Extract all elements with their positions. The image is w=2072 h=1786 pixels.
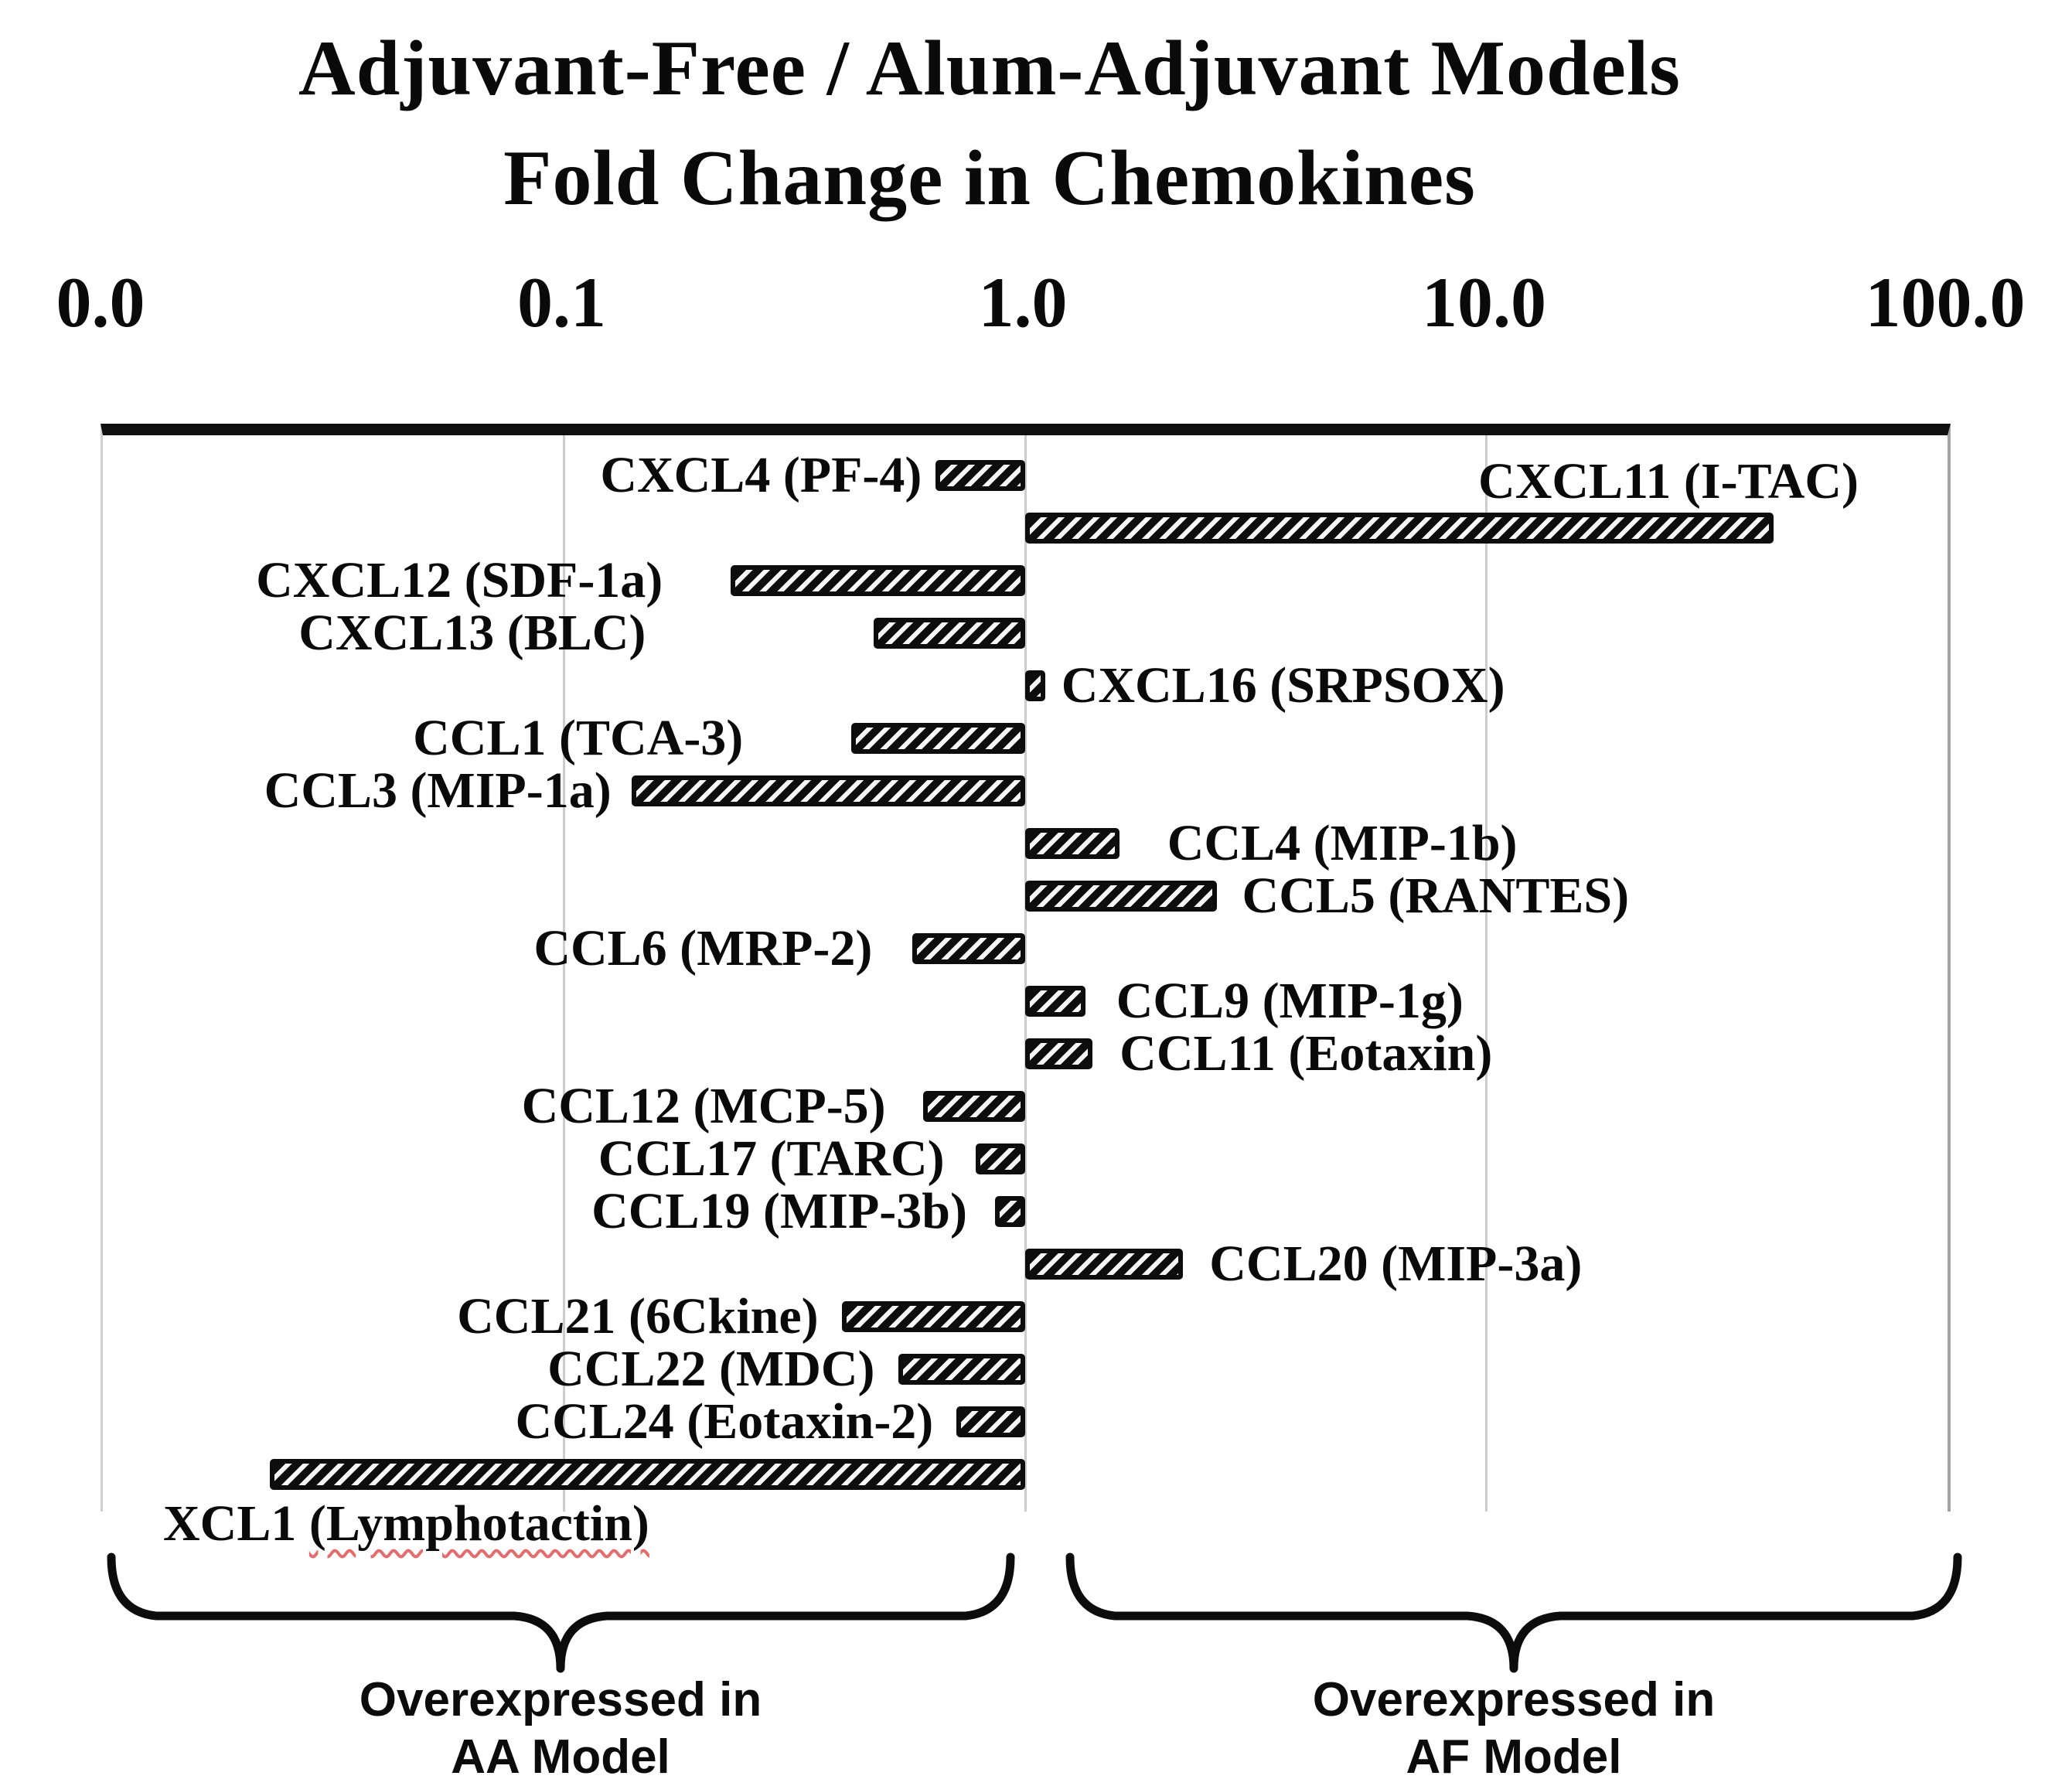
x-axis-tick-10.0: 10.0: [1422, 263, 1546, 342]
bar-cxcl4: [935, 460, 1025, 491]
chart-title-line2: Fold Change in Chemokines: [503, 135, 1476, 222]
x-axis-tick-100.0: 100.0: [1865, 263, 2026, 342]
bar-label-ccl12: CCL12 (MCP-5): [521, 1078, 886, 1134]
bar-label-xcl1: XCL1 (Lymphotactin): [163, 1495, 649, 1553]
bar-label-ccl6: CCL6 (MRP-2): [533, 920, 873, 977]
bar-label-ccl11: CCL11 (Eotaxin): [1119, 1025, 1493, 1082]
bar-label-text: XCL1: [163, 1495, 309, 1552]
bar-ccl20: [1025, 1249, 1184, 1280]
gridline-1.0: [1024, 435, 1027, 1512]
af-model-caption-line1: Overexpressed in: [1312, 1673, 1716, 1726]
bar-label-ccl5: CCL5 (RANTES): [1242, 867, 1630, 924]
bar-ccl3: [631, 775, 1025, 806]
x-axis-tick-1.0: 1.0: [978, 263, 1068, 342]
bar-ccl9: [1025, 986, 1085, 1017]
bar-ccl6: [912, 933, 1025, 964]
bar-ccl4: [1025, 828, 1119, 859]
bar-label-ccl22: CCL22 (MDC): [547, 1341, 875, 1397]
bar-ccl17: [975, 1144, 1025, 1174]
bar-label-cxcl11: CXCL11 (I-TAC): [1478, 453, 1859, 510]
af-model-caption-line2: AF Model: [1406, 1730, 1622, 1784]
bar-label-cxcl12: CXCL12 (SDF-1a): [256, 552, 663, 608]
x-axis-tick-0.1: 0.1: [517, 263, 606, 342]
bar-xcl1: [269, 1459, 1025, 1490]
plot-area: CXCL4 (PF-4) CXCL11 (I-TAC) CXCL12 (SDF-1a…: [101, 424, 1951, 1552]
bar-ccl24: [956, 1406, 1025, 1437]
bar-label-ccl24: CCL24 (Eotaxin-2): [515, 1393, 934, 1450]
bar-label-ccl17: CCL17 (TARC): [598, 1130, 945, 1187]
bar-ccl21: [841, 1301, 1025, 1332]
bar-ccl19: [994, 1196, 1025, 1227]
bar-ccl22: [898, 1354, 1025, 1385]
af-model-brace: [1065, 1553, 1962, 1673]
bar-label-ccl20: CCL20 (MIP-3a): [1209, 1236, 1583, 1292]
bar-ccl1: [851, 723, 1025, 754]
bar-label-cxcl13: CXCL13 (BLC): [298, 605, 646, 661]
bar-label-text-spellchecked: (Lymphotactin): [308, 1495, 649, 1552]
bar-label-ccl1: CCL1 (TCA-3): [413, 710, 744, 766]
bar-ccl12: [922, 1091, 1025, 1122]
aa-model-caption-line1: Overexpressed in: [359, 1673, 762, 1726]
aa-model-caption: Overexpressed in AA Model: [360, 1672, 762, 1786]
x-axis-tick-0.0: 0.0: [56, 263, 145, 342]
bar-label-cxcl16: CXCL16 (SRPSOX): [1061, 657, 1505, 714]
aa-model-caption-line2: AA Model: [451, 1730, 670, 1784]
af-model-caption: Overexpressed in AF Model: [1313, 1672, 1715, 1786]
chart-title: Adjuvant-Free / Alum-Adjuvant Models Fol…: [0, 14, 1979, 233]
bar-label-ccl21: CCL21 (6Ckine): [457, 1288, 819, 1345]
gridline-10.0: [1485, 435, 1488, 1512]
bar-cxcl16: [1025, 670, 1045, 701]
chart-title-line1: Adjuvant-Free / Alum-Adjuvant Models: [298, 25, 1681, 112]
bar-ccl5: [1025, 881, 1217, 912]
bar-label-ccl3: CCL3 (MIP-1a): [264, 762, 612, 819]
bar-cxcl11: [1025, 513, 1774, 544]
aa-model-brace: [107, 1553, 1015, 1673]
gridline-0.1: [563, 435, 565, 1512]
bar-ccl11: [1025, 1038, 1093, 1069]
bar-label-cxcl4: CXCL4 (PF-4): [600, 447, 922, 503]
bar-label-ccl19: CCL19 (MIP-3b): [591, 1183, 967, 1239]
bar-label-ccl9: CCL9 (MIP-1g): [1116, 973, 1464, 1029]
bar-label-ccl4: CCL4 (MIP-1b): [1167, 815, 1518, 871]
bar-cxcl12: [731, 565, 1025, 596]
bar-cxcl13: [874, 618, 1025, 649]
